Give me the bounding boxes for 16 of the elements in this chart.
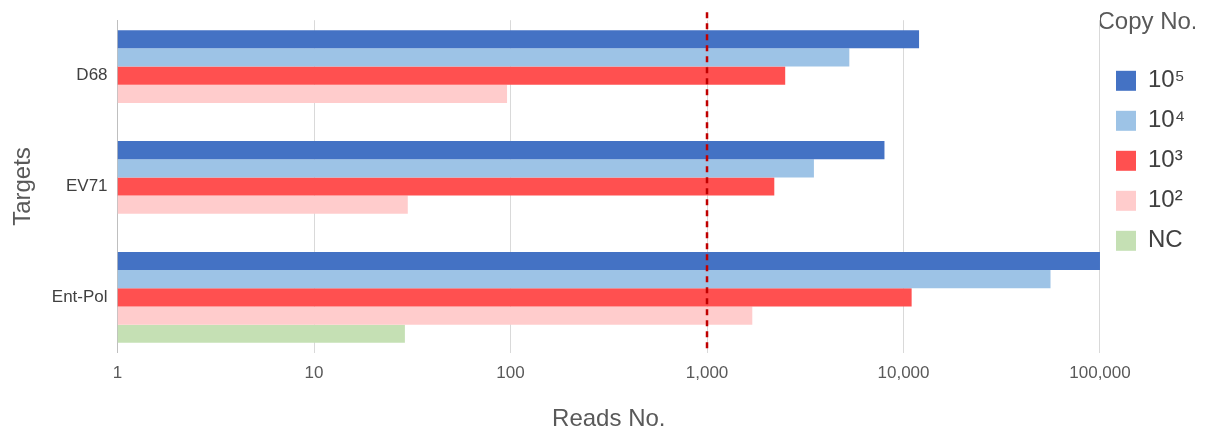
x-tick-label: 1,000: [685, 362, 729, 382]
x-tick-label: 1: [112, 362, 123, 382]
legend-label: 10⁵: [1147, 65, 1185, 93]
x-axis-title: Reads No.: [552, 404, 666, 432]
x-tick-label: 100,000: [1069, 362, 1131, 382]
legend-label: 10³: [1147, 145, 1183, 173]
y-tick-label: Ent-Pol: [51, 287, 108, 307]
y-axis-title: Targets: [8, 147, 36, 226]
x-tick-label: 10,000: [877, 362, 930, 382]
y-tick-label: D68: [76, 65, 108, 85]
y-tick-label: EV71: [65, 176, 108, 196]
x-tick-label: 100: [496, 362, 525, 382]
x-tick-label: 10: [304, 362, 324, 382]
legend-label: 10⁴: [1147, 105, 1186, 133]
legend-label: 10²: [1147, 185, 1183, 213]
legend-label: NC: [1147, 225, 1183, 253]
